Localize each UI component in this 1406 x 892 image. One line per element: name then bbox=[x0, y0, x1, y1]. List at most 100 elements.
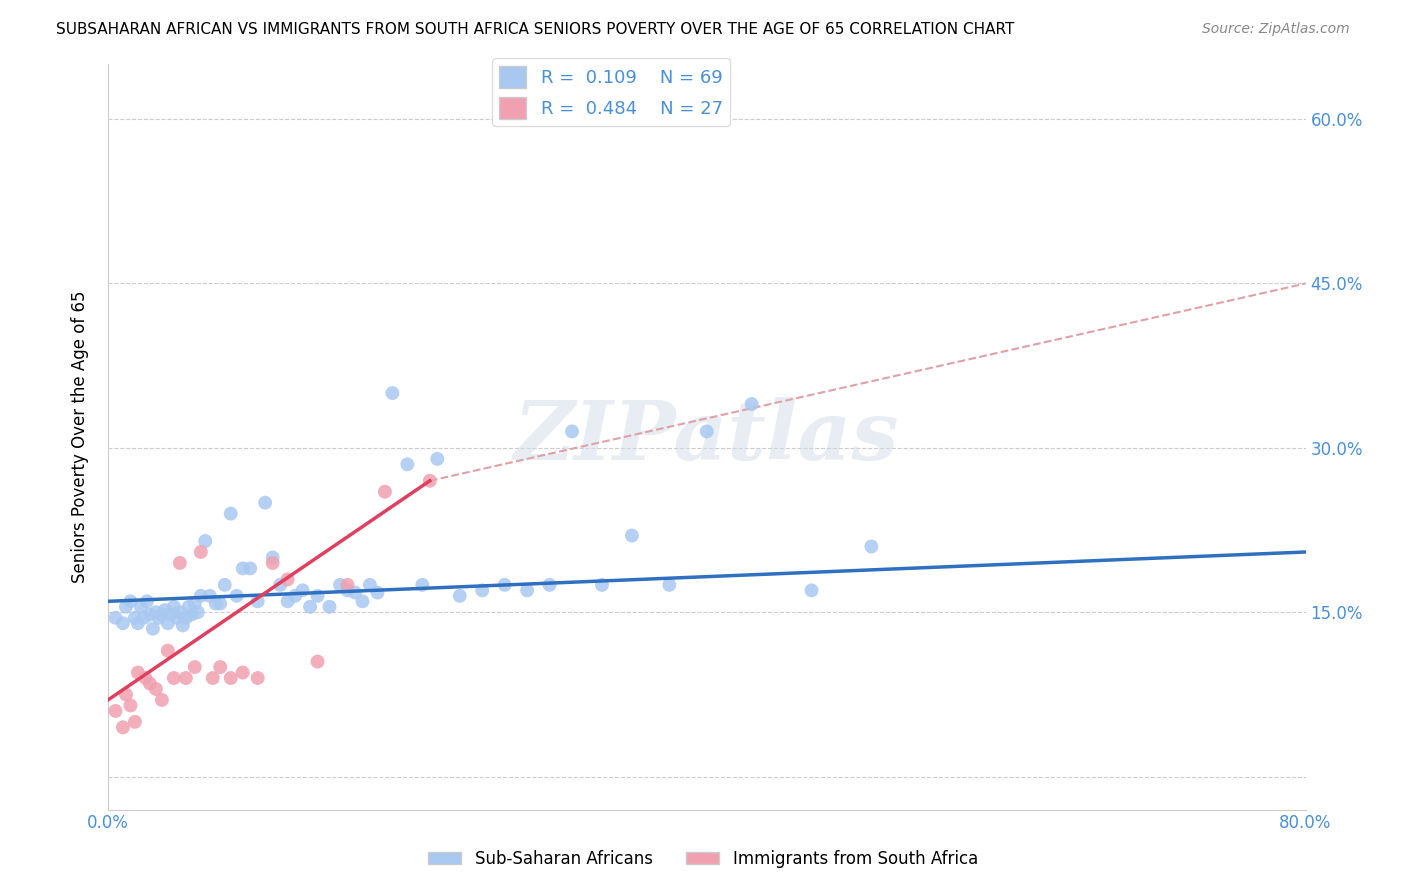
Point bbox=[214, 578, 236, 592]
Point bbox=[184, 597, 207, 611]
Point bbox=[291, 583, 314, 598]
Point bbox=[494, 578, 516, 592]
Point bbox=[449, 589, 471, 603]
Point bbox=[860, 540, 883, 554]
Point bbox=[239, 561, 262, 575]
Point bbox=[180, 607, 202, 622]
Point bbox=[156, 643, 179, 657]
Point bbox=[381, 386, 404, 401]
Point bbox=[163, 599, 186, 614]
Point bbox=[160, 607, 183, 622]
Point bbox=[561, 425, 583, 439]
Point bbox=[135, 594, 157, 608]
Point bbox=[132, 611, 155, 625]
Point bbox=[169, 605, 191, 619]
Point bbox=[115, 599, 138, 614]
Point bbox=[359, 578, 381, 592]
Point bbox=[299, 599, 322, 614]
Point bbox=[246, 594, 269, 608]
Point bbox=[269, 578, 291, 592]
Point bbox=[127, 665, 149, 680]
Point bbox=[343, 585, 366, 599]
Point bbox=[696, 425, 718, 439]
Point bbox=[111, 720, 134, 734]
Legend: Sub-Saharan Africans, Immigrants from South Africa: Sub-Saharan Africans, Immigrants from So… bbox=[422, 844, 984, 875]
Y-axis label: Seniors Poverty Over the Age of 65: Seniors Poverty Over the Age of 65 bbox=[72, 291, 89, 583]
Point bbox=[139, 676, 162, 690]
Point bbox=[232, 665, 254, 680]
Point bbox=[262, 556, 284, 570]
Point bbox=[145, 681, 167, 696]
Point bbox=[115, 688, 138, 702]
Point bbox=[419, 474, 441, 488]
Point bbox=[591, 578, 613, 592]
Point bbox=[538, 578, 561, 592]
Point bbox=[150, 693, 173, 707]
Point bbox=[307, 655, 329, 669]
Point bbox=[120, 698, 142, 713]
Point bbox=[187, 605, 209, 619]
Point bbox=[204, 597, 226, 611]
Point bbox=[307, 589, 329, 603]
Point bbox=[104, 611, 127, 625]
Point bbox=[177, 599, 200, 614]
Point bbox=[471, 583, 494, 598]
Point bbox=[209, 660, 232, 674]
Point bbox=[277, 594, 299, 608]
Point bbox=[246, 671, 269, 685]
Point bbox=[142, 622, 165, 636]
Point bbox=[124, 611, 146, 625]
Point bbox=[104, 704, 127, 718]
Point bbox=[318, 599, 340, 614]
Text: Source: ZipAtlas.com: Source: ZipAtlas.com bbox=[1202, 22, 1350, 37]
Point bbox=[172, 618, 194, 632]
Point bbox=[174, 611, 197, 625]
Point bbox=[366, 585, 388, 599]
Point bbox=[336, 583, 359, 598]
Point bbox=[284, 589, 307, 603]
Point bbox=[201, 671, 224, 685]
Point bbox=[658, 578, 681, 592]
Point bbox=[190, 545, 212, 559]
Point bbox=[139, 607, 162, 622]
Point bbox=[129, 599, 152, 614]
Point bbox=[194, 534, 217, 549]
Point bbox=[150, 607, 173, 622]
Point bbox=[262, 550, 284, 565]
Point bbox=[329, 578, 352, 592]
Point bbox=[516, 583, 538, 598]
Point bbox=[153, 603, 176, 617]
Text: SUBSAHARAN AFRICAN VS IMMIGRANTS FROM SOUTH AFRICA SENIORS POVERTY OVER THE AGE : SUBSAHARAN AFRICAN VS IMMIGRANTS FROM SO… bbox=[56, 22, 1015, 37]
Point bbox=[411, 578, 433, 592]
Point bbox=[111, 616, 134, 631]
Point bbox=[352, 594, 374, 608]
Point bbox=[209, 597, 232, 611]
Point bbox=[190, 589, 212, 603]
Point bbox=[396, 458, 419, 472]
Point bbox=[169, 556, 191, 570]
Point bbox=[800, 583, 823, 598]
Point bbox=[174, 671, 197, 685]
Point bbox=[219, 671, 242, 685]
Point bbox=[198, 589, 221, 603]
Point bbox=[232, 561, 254, 575]
Point bbox=[145, 605, 167, 619]
Point bbox=[426, 451, 449, 466]
Point bbox=[148, 611, 170, 625]
Legend: R =  0.109    N = 69, R =  0.484    N = 27: R = 0.109 N = 69, R = 0.484 N = 27 bbox=[492, 59, 730, 126]
Point bbox=[219, 507, 242, 521]
Point bbox=[124, 714, 146, 729]
Point bbox=[225, 589, 247, 603]
Point bbox=[254, 496, 277, 510]
Point bbox=[741, 397, 763, 411]
Point bbox=[127, 616, 149, 631]
Point bbox=[184, 660, 207, 674]
Point bbox=[374, 484, 396, 499]
Point bbox=[163, 671, 186, 685]
Point bbox=[620, 528, 643, 542]
Point bbox=[120, 594, 142, 608]
Point bbox=[277, 573, 299, 587]
Text: ZIPatlas: ZIPatlas bbox=[515, 397, 900, 477]
Point bbox=[134, 671, 156, 685]
Point bbox=[336, 578, 359, 592]
